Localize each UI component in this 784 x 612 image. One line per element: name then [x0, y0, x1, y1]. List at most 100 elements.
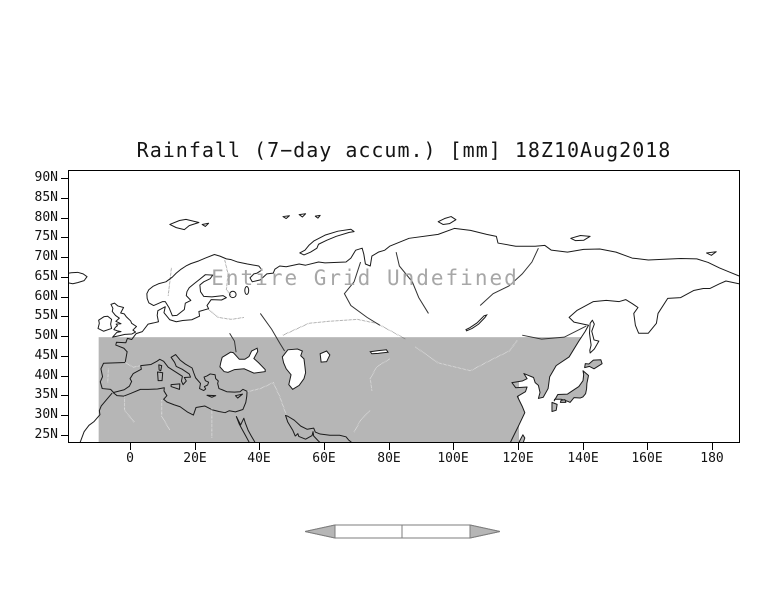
y-tick-mark	[61, 257, 68, 258]
x-tick-label: 80E	[377, 451, 401, 466]
coast-iran-makran-india	[286, 415, 356, 442]
y-tick-mark	[61, 395, 68, 396]
island-taiwan	[519, 435, 524, 442]
x-tick-label: 60E	[312, 451, 336, 466]
y-tick-label: 90N	[34, 170, 58, 185]
island-kyushu	[552, 402, 557, 411]
lake-onega	[245, 287, 249, 295]
coast-red-sea-west	[236, 417, 251, 442]
y-tick-mark	[61, 376, 68, 377]
y-tick-label: 65N	[34, 269, 58, 284]
shaded-region	[98, 337, 519, 442]
y-tick-label: 70N	[34, 249, 58, 264]
colorbar-right-arrow	[469, 524, 501, 539]
caspian-sea	[282, 349, 305, 389]
x-tick-label: 100E	[437, 451, 469, 466]
coast-red-sea-east	[236, 417, 256, 442]
x-tick-mark	[130, 443, 131, 450]
island-novaya-zemlya	[300, 229, 354, 255]
colorbar-left-arrow	[304, 524, 336, 539]
x-tick-mark	[195, 443, 196, 450]
y-tick-mark	[61, 415, 68, 416]
y-tick-mark	[61, 297, 68, 298]
coast-north-eurasia	[116, 228, 739, 351]
x-tick-mark	[518, 443, 519, 450]
x-tick-label: 40E	[247, 451, 271, 466]
y-tick-label: 25N	[34, 427, 58, 442]
inland-seas	[220, 287, 487, 390]
y-tick-mark	[61, 277, 68, 278]
lake-balkhash	[370, 350, 388, 354]
y-tick-mark	[61, 198, 68, 199]
country-borders-shaded	[108, 340, 518, 438]
island-svalbard	[170, 219, 209, 229]
colorbar-shape	[304, 524, 501, 539]
island-corsica	[159, 365, 162, 371]
map-plot-area: Entire Grid Undefined	[68, 170, 740, 443]
shaded-land-east-asia	[510, 337, 583, 442]
y-tick-mark	[61, 316, 68, 317]
island-sicily	[171, 384, 180, 390]
aral-sea	[320, 351, 330, 362]
island-sardinia	[158, 372, 163, 381]
coast-mediterranean	[100, 352, 247, 415]
y-tick-mark	[61, 218, 68, 219]
islands-new-siberian	[571, 236, 590, 241]
coast-morocco-atlantic	[79, 393, 112, 442]
x-tick-label: 140E	[567, 451, 599, 466]
grid-undefined-watermark: Entire Grid Undefined	[211, 266, 519, 290]
river-volga	[260, 313, 284, 351]
y-tick-label: 50N	[34, 328, 58, 343]
x-tick-label: 0	[126, 451, 134, 466]
y-tick-mark	[61, 435, 68, 436]
coast-pacific-east-asia	[509, 281, 739, 442]
river-ob	[344, 262, 380, 325]
x-tick-mark	[453, 443, 454, 450]
island-wrangel	[707, 252, 717, 256]
y-tick-label: 35N	[34, 387, 58, 402]
y-tick-mark	[61, 237, 68, 238]
y-tick-label: 75N	[34, 229, 58, 244]
river-yenisei	[396, 252, 428, 313]
island-iceland	[69, 272, 87, 283]
river-amur	[522, 326, 586, 339]
island-sakhalin	[589, 320, 598, 353]
island-hokkaido	[585, 360, 602, 369]
river-dnieper	[230, 333, 236, 352]
x-tick-mark	[389, 443, 390, 450]
y-tick-label: 55N	[34, 308, 58, 323]
island-shikoku	[560, 400, 565, 403]
river-lena	[480, 248, 538, 305]
island-great-britain	[111, 303, 137, 337]
y-tick-label: 80N	[34, 210, 58, 225]
map-canvas	[69, 171, 739, 442]
islands-franz-josef	[283, 214, 320, 219]
x-tick-mark	[259, 443, 260, 450]
y-tick-label: 85N	[34, 190, 58, 205]
black-sea	[220, 348, 265, 373]
x-tick-mark	[324, 443, 325, 450]
x-tick-mark	[647, 443, 648, 450]
coast-arabia-gulf	[286, 415, 324, 442]
y-tick-mark	[61, 178, 68, 179]
x-tick-mark	[583, 443, 584, 450]
x-tick-label: 160E	[631, 451, 663, 466]
coastlines	[69, 214, 739, 442]
x-tick-label: 120E	[502, 451, 534, 466]
y-tick-label: 60N	[34, 289, 58, 304]
island-honshu	[554, 371, 588, 403]
y-tick-label: 45N	[34, 348, 58, 363]
x-tick-mark	[712, 443, 713, 450]
lake-ladoga	[230, 291, 236, 297]
colorbar: 210.18410164e+06[mm]	[304, 523, 501, 540]
island-cyprus	[235, 394, 242, 398]
y-tick-label: 30N	[34, 407, 58, 422]
country-borders-open	[168, 260, 406, 339]
y-tick-mark	[61, 356, 68, 357]
rivers	[230, 248, 587, 352]
x-tick-label: 180	[700, 451, 724, 466]
y-tick-label: 40N	[34, 368, 58, 383]
island-ireland	[98, 316, 112, 331]
island-crete	[207, 395, 216, 397]
